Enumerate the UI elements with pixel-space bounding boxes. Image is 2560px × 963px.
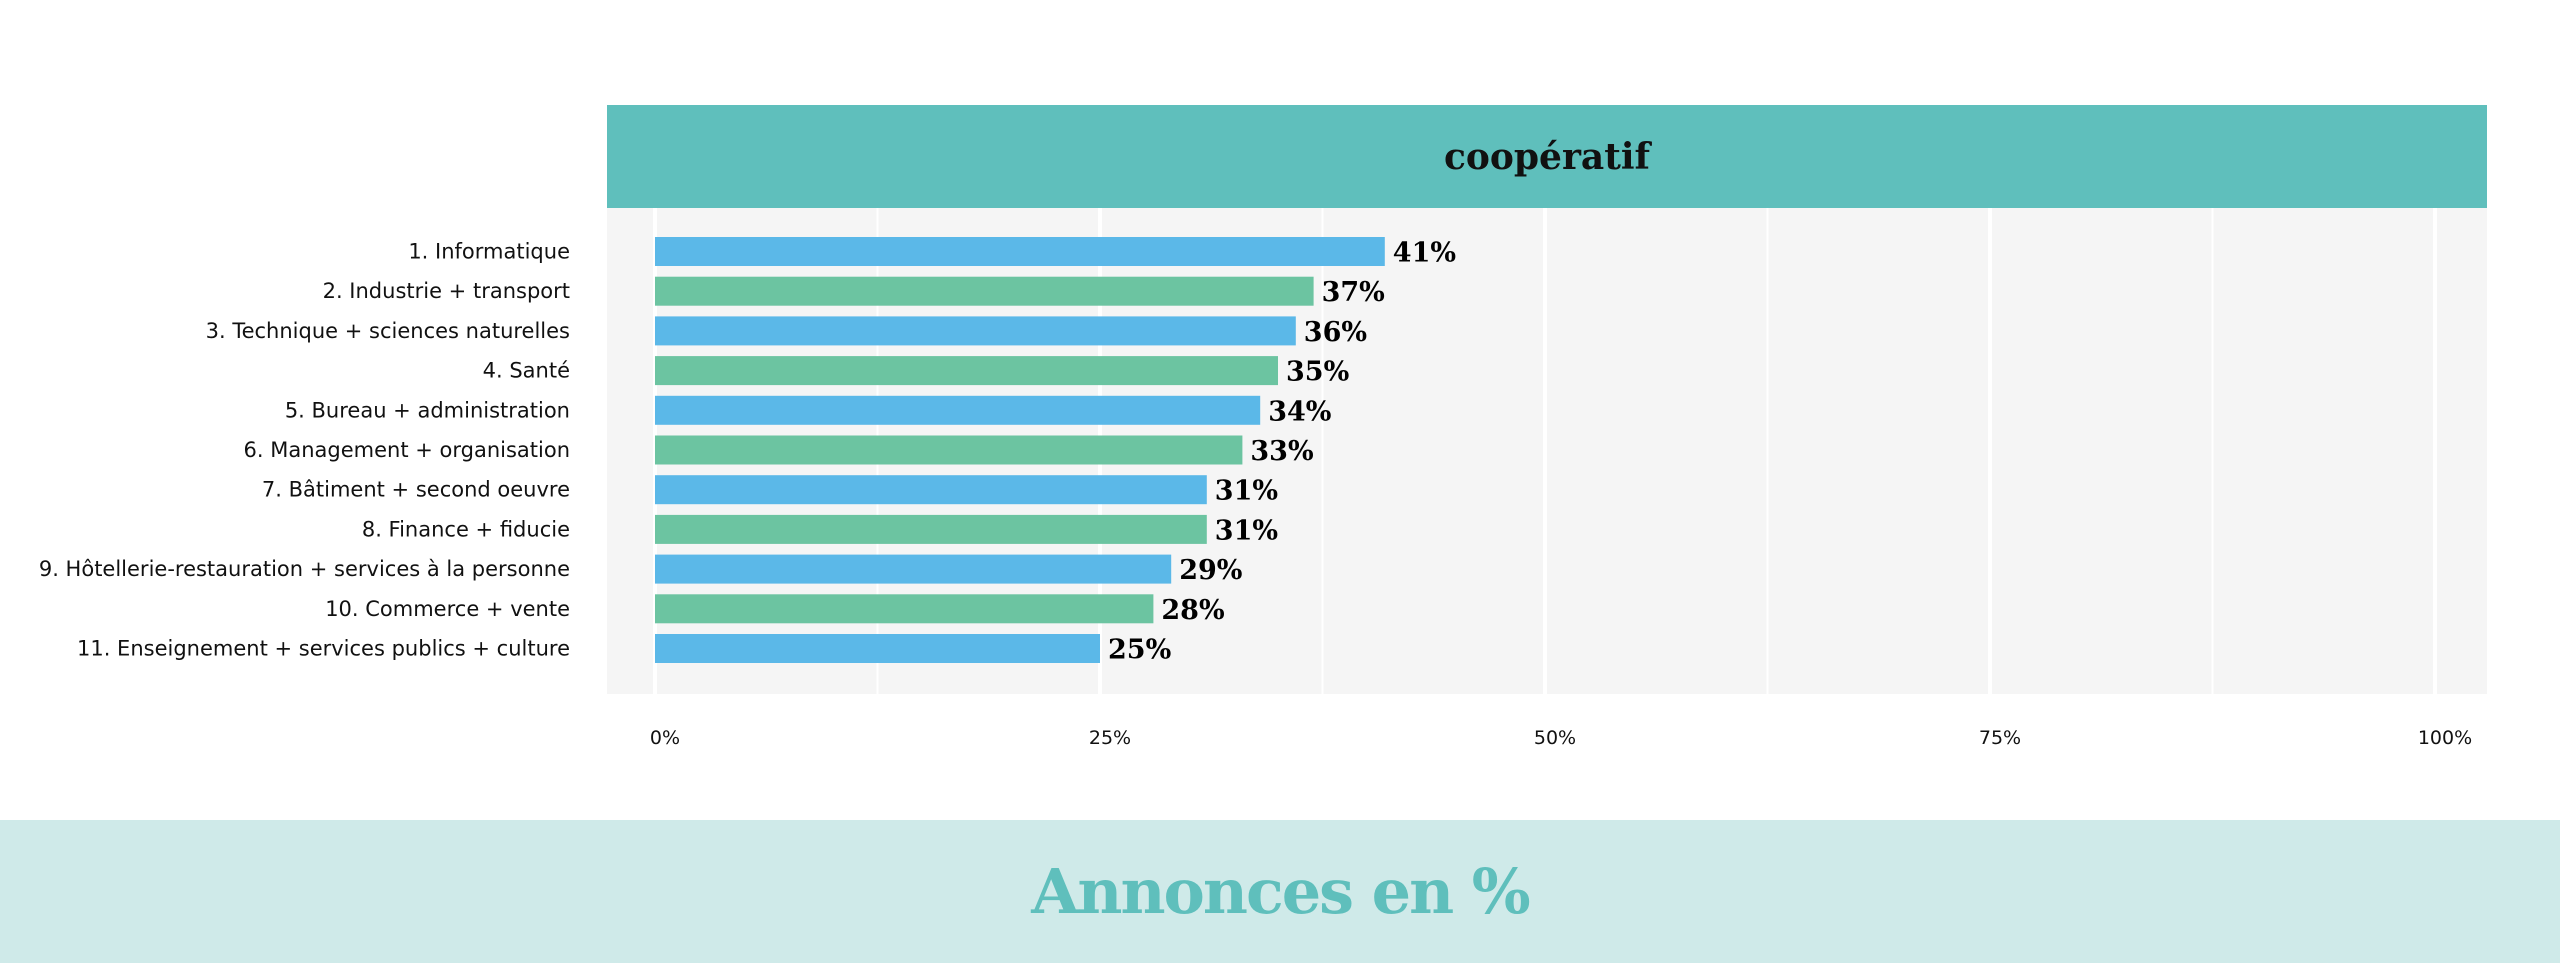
bar (655, 554, 1172, 584)
x-tick-label: 100% (2418, 727, 2472, 749)
value-label: 29% (1179, 555, 1242, 586)
panel-title: coopératif (1443, 135, 1651, 178)
category-label: 9. Hôtellerie-restauration + services à … (39, 557, 570, 581)
x-tick-label: 75% (1979, 727, 2021, 749)
category-label: 3. Technique + sciences naturelles (206, 319, 570, 343)
panel-header: coopératif (607, 105, 2487, 208)
bar (655, 276, 1314, 306)
value-label: 41% (1393, 238, 1456, 269)
value-label: 36% (1304, 317, 1367, 348)
category-label: 1. Informatique (408, 240, 570, 264)
bar (655, 435, 1243, 465)
bar (655, 395, 1261, 425)
x-axis-title: Annonces en % (1031, 855, 1530, 928)
category-label: 8. Finance + fiducie (362, 517, 570, 541)
value-label: 33% (1250, 436, 1313, 467)
bar (655, 356, 1278, 386)
value-label: 28% (1161, 595, 1224, 626)
category-label: 4. Santé (483, 359, 570, 383)
value-label: 37% (1322, 277, 1385, 308)
bar (655, 316, 1296, 346)
bar (655, 237, 1385, 266)
bar (655, 634, 1100, 663)
bar (655, 475, 1207, 505)
category-label: 2. Industrie + transport (323, 279, 570, 303)
value-label: 31% (1215, 515, 1278, 546)
bar-chart: 1. Informatique 2. Industrie + transport 3… (38, 237, 2473, 749)
value-label: 35% (1286, 357, 1349, 388)
bar (655, 594, 1154, 624)
value-label: 25% (1108, 635, 1171, 666)
category-label: 7. Bâtiment + second oeuvre (262, 478, 570, 502)
category-label: 5. Bureau + administration (285, 398, 570, 422)
value-label: 31% (1215, 476, 1278, 507)
bar (655, 514, 1207, 544)
x-tick-label: 50% (1534, 727, 1576, 749)
x-tick-label: 25% (1089, 727, 1131, 749)
category-label: 10. Commerce + vente (325, 597, 570, 621)
category-label: 11. Enseignement + services publics + cu… (77, 637, 570, 661)
value-label: 34% (1268, 396, 1331, 427)
x-tick-label: 0% (650, 727, 680, 749)
category-label: 6. Management + organisation (244, 438, 570, 462)
footer-banner: Annonces en % (0, 820, 2560, 963)
